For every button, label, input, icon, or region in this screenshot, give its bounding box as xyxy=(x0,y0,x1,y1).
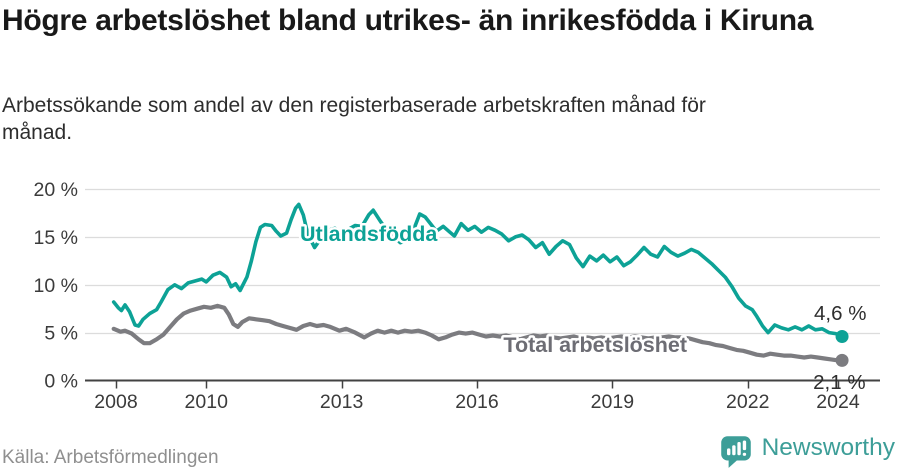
y-axis-tick-label: 0 % xyxy=(44,371,78,393)
y-axis-tick-label: 20 % xyxy=(34,179,78,201)
series-inline-label-total: Total arbetslöshet xyxy=(503,333,687,357)
page-title: Högre arbetslöshet bland utrikes- än inr… xyxy=(2,4,814,37)
exclamation-stem xyxy=(742,440,746,451)
x-axis-tick-label: 2010 xyxy=(185,391,229,413)
bar-chart-bar-medium xyxy=(731,445,736,456)
x-axis-tick-label: 2022 xyxy=(726,391,769,413)
x-axis-tick-label: 2024 xyxy=(816,391,860,413)
bar-chart-bar-small xyxy=(726,448,730,456)
series-line-utlandsfodda xyxy=(111,202,844,339)
y-axis-tick-label: 5 % xyxy=(44,323,78,345)
newsworthy-logo-icon xyxy=(720,436,751,468)
bar-chart-bar-tall xyxy=(736,442,741,456)
x-axis-tick-label: 2016 xyxy=(455,391,498,413)
series-end-value-label-utlandsfodda: 4,6 % xyxy=(814,302,866,325)
newsworthy-wordmark: Newsworthy xyxy=(761,434,895,461)
speech-bubble-shape xyxy=(720,436,751,461)
y-axis-tick-label: 15 % xyxy=(34,227,78,249)
series-inline-label-utlandsfodda: Utlandsfödda xyxy=(300,222,438,246)
exclamation-dot xyxy=(742,452,746,456)
newsworthy-logo: Newsworthy xyxy=(718,431,895,471)
x-axis-tick-label: 2019 xyxy=(591,391,634,413)
series-end-dot-total xyxy=(835,353,849,367)
x-axis-tick-label: 2008 xyxy=(94,391,137,413)
source-note: Källa: Arbetsförmedlingen xyxy=(2,447,219,468)
speech-bubble-tail xyxy=(728,458,739,468)
series-line-total xyxy=(111,303,845,363)
series-end-dot-utlandsfodda xyxy=(835,329,849,343)
y-axis-tick-label: 10 % xyxy=(34,275,78,297)
series-end-value-label-total: 2,1 % xyxy=(813,371,865,394)
page-subtitle: Arbetssökande som andel av den registerb… xyxy=(2,94,706,144)
x-axis-tick-label: 2013 xyxy=(320,391,363,413)
